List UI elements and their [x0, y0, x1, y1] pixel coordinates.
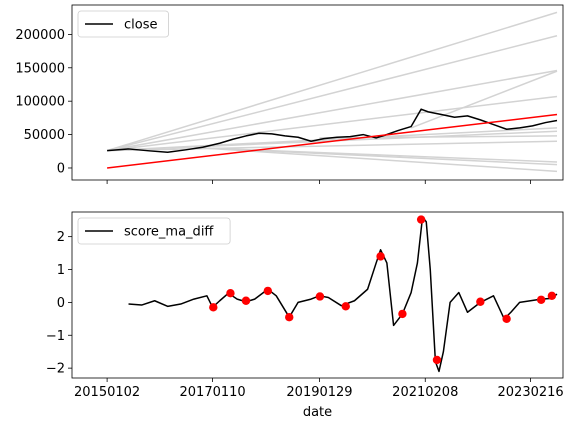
bottom-plot-area [128, 215, 558, 373]
bottom-marker-14 [547, 291, 557, 301]
bottom-marker-6 [341, 302, 350, 311]
bottom-x-tick-label-0: 20150102 [74, 385, 140, 400]
bottom-marker-2 [241, 296, 251, 305]
bottom-marker-13 [536, 295, 546, 304]
top-gray-line-8 [202, 147, 558, 166]
top-y-tick-label-0: 0 [57, 161, 65, 176]
top-plot-area [106, 11, 558, 173]
bottom-x-tick-label-2: 20190129 [286, 385, 352, 400]
bottom-marker-1 [226, 288, 235, 298]
bottom-y-tick-label-2: 0 [57, 296, 65, 311]
bottom-legend: score_ma_diff [77, 217, 231, 245]
top-gray-line-1 [106, 35, 558, 152]
bottom-y-tick-label-4: 2 [57, 230, 65, 245]
top-y-tick-label-1: 50000 [24, 128, 65, 143]
top-gray-line-2 [106, 69, 558, 152]
top-gray-line-6 [107, 140, 558, 152]
bottom-marker-9 [416, 215, 426, 224]
bottom-y-tick-label-1: −1 [46, 329, 65, 344]
bottom-marker-11 [476, 297, 485, 306]
bottom-marker-12 [502, 314, 511, 324]
bottom-x-tick-label-4: 20230216 [498, 385, 564, 400]
bottom-marker-10 [432, 355, 442, 365]
bottom-marker-3 [263, 286, 273, 296]
bottom-x-axis-label: date [303, 405, 332, 420]
top-gray-line-3 [107, 95, 558, 152]
top-legend-label: close [124, 18, 157, 33]
bottom-x-tick-label-1: 20170110 [180, 385, 246, 400]
bottom-marker-7 [376, 252, 385, 261]
top-y-tick-label-3: 150000 [15, 61, 65, 76]
top-gray-line-9 [202, 147, 558, 173]
bottom-marker-8 [398, 309, 407, 319]
bottom-y-tick-label-3: 1 [57, 263, 65, 278]
top-y-tick-label-4: 200000 [15, 28, 65, 43]
bottom-legend-box [77, 217, 231, 245]
top-axes-frame [71, 4, 564, 181]
top-gray-line-10 [410, 70, 558, 129]
top-gray-line-0 [106, 11, 558, 152]
bottom-marker-5 [315, 292, 325, 301]
bottom-axes-frame [71, 211, 564, 379]
top-trend-line [107, 113, 558, 169]
top-legend: close [77, 10, 169, 38]
bottom-y-tick-label-0: −2 [46, 362, 65, 377]
bottom-legend-label: score_ma_diff [124, 225, 214, 240]
bottom-marker-0 [209, 303, 218, 312]
bottom-x-tick-label-3: 20210208 [392, 385, 458, 400]
top-y-tick-label-2: 100000 [15, 95, 65, 110]
bottom-marker-4 [285, 312, 294, 322]
top-legend-box [77, 10, 169, 38]
